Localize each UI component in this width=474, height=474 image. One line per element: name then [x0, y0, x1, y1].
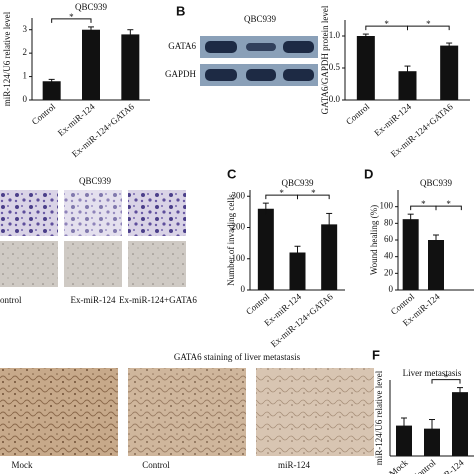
- bar: [356, 36, 375, 100]
- x-tick-label: Control: [344, 101, 372, 127]
- x-tick-label: Control: [244, 291, 272, 317]
- panel-letter: F: [372, 347, 380, 362]
- x-tick-label: Mock: [387, 457, 410, 474]
- significance-bracket: [51, 18, 92, 23]
- band: [205, 41, 237, 53]
- chart-title: Liver metastasis: [403, 368, 462, 378]
- y-tick-label: 100: [232, 253, 246, 263]
- y-tick-label: 3: [23, 24, 28, 34]
- band: [283, 69, 314, 81]
- annotation: *: [311, 188, 316, 198]
- x-tick-label: Control: [410, 457, 438, 474]
- y-axis-label: miR-124/U6 relative level: [2, 11, 12, 106]
- bar: [257, 208, 274, 290]
- micrograph: [128, 368, 246, 456]
- panel-letter: C: [227, 166, 237, 181]
- micrograph: [64, 241, 122, 287]
- image-label: Ex-miR-124: [71, 295, 116, 305]
- micrograph: [0, 368, 118, 456]
- image-label: Mock: [12, 460, 33, 470]
- y-tick-label: 100: [380, 201, 394, 211]
- bar: [121, 34, 140, 100]
- band: [246, 43, 276, 51]
- micrograph: [128, 241, 186, 287]
- bar: [440, 45, 459, 100]
- y-axis-label: miR-124/U6 relative level: [374, 370, 384, 465]
- panel-letter: D: [364, 166, 373, 181]
- x-tick-label: Ex-miR-124: [56, 101, 97, 138]
- bar: [321, 224, 338, 290]
- x-tick-label: miR-124: [435, 457, 466, 474]
- y-tick-label: 1.0: [329, 30, 341, 40]
- bar: [398, 71, 417, 100]
- bar: [428, 240, 444, 290]
- image-label: Control: [142, 460, 170, 470]
- y-tick-label: 60: [384, 234, 394, 244]
- y-tick-label: 1: [23, 71, 28, 81]
- y-tick-label: 80: [384, 217, 394, 227]
- annotation: *: [421, 199, 426, 209]
- annotation: *: [446, 199, 451, 209]
- significance-bracket: [431, 379, 461, 384]
- significance-bracket: [297, 194, 330, 200]
- image-label: Ex-miR-124+GATA6: [119, 295, 197, 305]
- y-tick-label: 20: [384, 267, 394, 277]
- annotation: *: [426, 19, 431, 29]
- bar: [402, 219, 419, 290]
- significance-bracket: [407, 25, 450, 31]
- image-label: ontrol: [0, 295, 22, 305]
- x-tick-label: Ex-miR-124: [372, 101, 413, 138]
- micrograph: [256, 368, 374, 456]
- significance-bracket: [435, 205, 462, 211]
- y-tick-label: 0: [241, 284, 246, 294]
- y-axis-label: GATA6/GAPDH protein level: [320, 5, 330, 114]
- y-tick-label: 2: [23, 47, 28, 57]
- chart-title: QBC939: [75, 2, 108, 12]
- bar: [82, 29, 100, 100]
- chart-title: QBC939: [281, 178, 314, 188]
- y-tick-label: 0: [389, 284, 394, 294]
- annotation: *: [69, 12, 74, 22]
- panel-title: GATA6 staining of liver metastasis: [174, 352, 301, 362]
- panel-letter: B: [176, 3, 185, 18]
- bar: [452, 392, 468, 456]
- band: [283, 41, 314, 53]
- band-label: GATA6: [168, 41, 196, 51]
- y-tick-label: 200: [232, 222, 246, 232]
- x-tick-label: Control: [30, 101, 58, 127]
- bar: [396, 425, 412, 456]
- micrograph: [0, 190, 58, 236]
- bar: [42, 81, 61, 100]
- y-tick-label: 0: [23, 94, 28, 104]
- y-tick-label: 0.5: [329, 62, 341, 72]
- band: [205, 69, 237, 81]
- band-label: GAPDH: [165, 69, 197, 79]
- micrograph: [128, 190, 186, 236]
- annotation: *: [279, 188, 284, 198]
- chart-title: QBC939: [420, 178, 453, 188]
- blot-title: QBC939: [244, 14, 277, 24]
- band: [246, 69, 276, 81]
- bar: [424, 428, 440, 456]
- y-tick-label: 40: [384, 251, 394, 261]
- y-tick-label: 300: [232, 190, 246, 200]
- y-tick-label: 0.0: [329, 94, 341, 104]
- bar: [289, 252, 306, 290]
- panel-title: QBC939: [79, 176, 112, 186]
- micrograph: [0, 241, 58, 287]
- image-label: miR-124: [278, 460, 311, 470]
- annotation: *: [384, 19, 389, 29]
- micrograph: [64, 190, 122, 236]
- y-axis-label: Wound healing (%): [369, 205, 379, 275]
- y-axis-label: Number of invading cells: [226, 194, 236, 286]
- annotation: *: [444, 373, 449, 383]
